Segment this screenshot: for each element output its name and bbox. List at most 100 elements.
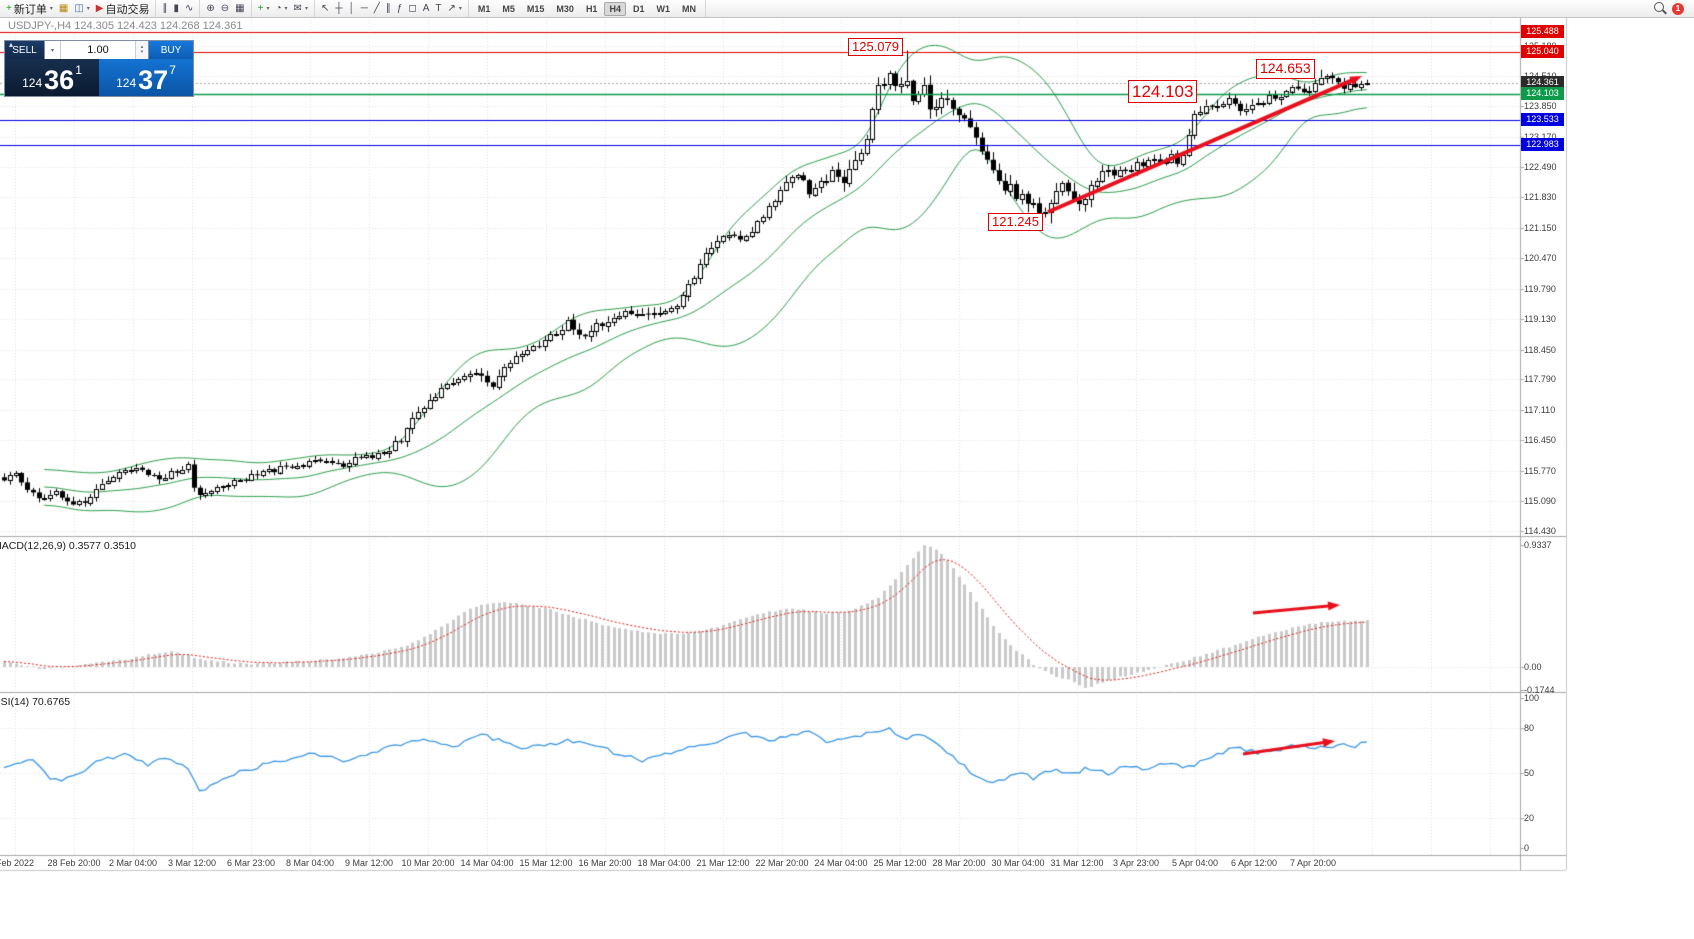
price-badge: 123.533 — [1521, 113, 1564, 126]
zoom-out-button[interactable]: ⊖ — [218, 1, 232, 16]
timeframe-h1-button[interactable]: H1 — [585, 3, 598, 14]
sell-price-big: 36 — [44, 65, 75, 96]
chevron-down-icon: ▾ — [266, 6, 270, 12]
cursor-icon: ↖ — [320, 3, 330, 14]
collapse-panel-icon[interactable]: ▴ — [9, 40, 14, 49]
price-scale-label: 121.150 — [1524, 223, 1557, 233]
tile-windows-button[interactable]: ▦ — [232, 1, 247, 16]
profiles-button[interactable]: ◫ ▾ — [71, 1, 92, 16]
timeframe-m5-button[interactable]: M5 — [502, 3, 515, 14]
arrows-button[interactable]: ↗ ▾ — [444, 1, 464, 16]
notification-badge[interactable]: 1 — [1672, 2, 1684, 15]
price-annotation[interactable]: 124.103 — [1128, 80, 1198, 104]
time-axis-label: 28 Mar 20:00 — [932, 858, 986, 868]
crosshair-button[interactable]: ┼ — [332, 1, 345, 16]
price-scale-label: 117.110 — [1524, 405, 1556, 415]
ohlc-bars-icon: ∥ — [162, 3, 168, 14]
macd-scale-label: 0.00 — [1524, 662, 1542, 672]
price-scale-label: 115.770 — [1524, 466, 1556, 476]
shapes-button[interactable]: ◻ — [405, 1, 419, 16]
line-chart-button[interactable]: ∿ — [182, 1, 196, 16]
candlesticks-button[interactable]: ▮ — [170, 1, 182, 16]
price-scale-label: 115.090 — [1524, 496, 1556, 506]
timeframe-m15-button[interactable]: M15 — [526, 3, 545, 14]
time-axis-label: 10 Mar 20:00 — [401, 858, 455, 868]
price-badge: 125.488 — [1521, 25, 1564, 38]
toolbar-group: + ▾ ◔ ▾ ✉ ▾ — [252, 0, 315, 17]
indicators-button[interactable]: + ▾ — [255, 1, 273, 16]
text-label-icon: T — [435, 3, 442, 14]
chart-window-button[interactable]: ▦ — [56, 1, 71, 16]
buy-price[interactable]: 124 37 7 — [99, 59, 193, 96]
time-axis-label: 7 Apr 20:00 — [1289, 858, 1337, 868]
timeframe-h4-button[interactable]: H4 — [604, 1, 626, 16]
templates-button[interactable]: ✉ ▾ — [291, 1, 311, 16]
quantity-stepper[interactable]: ▴ ▾ — [135, 41, 148, 59]
time-axis-label: 9 Mar 12:00 — [344, 858, 394, 868]
periods-button[interactable]: ◔ ▾ — [272, 1, 290, 16]
arrows-icon: ↗ — [447, 3, 456, 14]
price-annotation[interactable]: 125.079 — [848, 38, 903, 57]
price-scale-label: 123.850 — [1524, 101, 1557, 111]
text-label-button[interactable]: T — [432, 1, 444, 16]
volume-input[interactable] — [61, 41, 135, 59]
rsi-scale-label: 50 — [1524, 768, 1535, 778]
new-order-icon: + — [6, 3, 12, 14]
rsi-scale-label: 80 — [1524, 723, 1535, 733]
timeframe-mn-button[interactable]: MN — [681, 3, 696, 14]
time-axis-label: 31 Mar 12:00 — [1050, 858, 1104, 868]
sell-price[interactable]: 124 36 1 — [5, 59, 99, 96]
zoom-in-button[interactable]: ⊕ — [203, 1, 217, 16]
buy-price-small: 124 — [116, 76, 137, 90]
fibonacci-button[interactable]: ƒ — [394, 1, 406, 16]
text-button[interactable]: A — [420, 1, 433, 16]
timeframe-m1-button[interactable]: M1 — [477, 3, 491, 14]
timeframe-m30-button[interactable]: M30 — [556, 3, 574, 14]
search-icon[interactable] — [1654, 2, 1664, 15]
buy-price-big: 37 — [138, 65, 169, 96]
shapes-icon: ◻ — [408, 3, 417, 14]
vertical-line-icon: │ — [348, 3, 355, 14]
time-axis-label: 5 Apr 04:00 — [1171, 858, 1219, 868]
chevron-down-icon: ▾ — [458, 6, 462, 12]
price-annotation[interactable]: 121.245 — [988, 213, 1043, 232]
volume-field — [61, 41, 135, 59]
time-axis-label: 24 Mar 04:00 — [814, 858, 868, 868]
macd-scale-label: -0.1744 — [1524, 685, 1555, 695]
time-axis-label: 3 Apr 23:00 — [1112, 858, 1160, 868]
timeframe-d1-button[interactable]: D1 — [632, 3, 645, 14]
timeframe-w1-button[interactable]: W1 — [656, 3, 670, 14]
equidistant-channel-button[interactable]: ∥ — [383, 1, 394, 16]
new-order-button[interactable]: + 新订单 ▾ — [3, 1, 56, 16]
rsi-scale-label: 100 — [1524, 693, 1540, 703]
toolbar-group: ⊕ ⊖ ▦ — [200, 0, 252, 17]
new-order-label: 新订单 — [13, 3, 47, 16]
price-scale-label: 116.450 — [1524, 435, 1556, 445]
trendline-button[interactable]: ╱ — [371, 1, 383, 16]
auto-trading-button[interactable]: ▶ 自动交易 — [93, 1, 153, 16]
order-type-dropdown[interactable]: ▾ — [45, 41, 61, 59]
sell-button[interactable]: SELL — [5, 41, 45, 59]
chevron-down-icon: ▾ — [86, 6, 90, 12]
macd-scale-label: 0.9337 — [1524, 540, 1552, 550]
time-axis-label: 25 Mar 12:00 — [873, 858, 927, 868]
toolbar-right: 1 — [1654, 2, 1694, 15]
price-badge: 122.983 — [1521, 138, 1564, 151]
time-axis-label: 8 Mar 04:00 — [285, 858, 335, 868]
vertical-line-button[interactable]: │ — [345, 1, 357, 16]
ohlc-bars-button[interactable]: ∥ — [159, 1, 170, 16]
zoom-in-icon: ⊕ — [206, 3, 215, 14]
price-badge: 124.361 — [1521, 76, 1564, 89]
buy-button[interactable]: BUY — [148, 41, 193, 59]
price-badge: 125.040 — [1521, 45, 1564, 58]
cursor-button[interactable]: ↖ — [318, 1, 332, 16]
time-axis-label: 6 Mar 23:00 — [226, 858, 276, 868]
time-axis-label: 21 Mar 12:00 — [696, 858, 750, 868]
price-annotation[interactable]: 124.653 — [1256, 59, 1315, 79]
horizontal-line-button[interactable]: ─ — [358, 1, 371, 16]
text-icon: A — [422, 3, 430, 14]
